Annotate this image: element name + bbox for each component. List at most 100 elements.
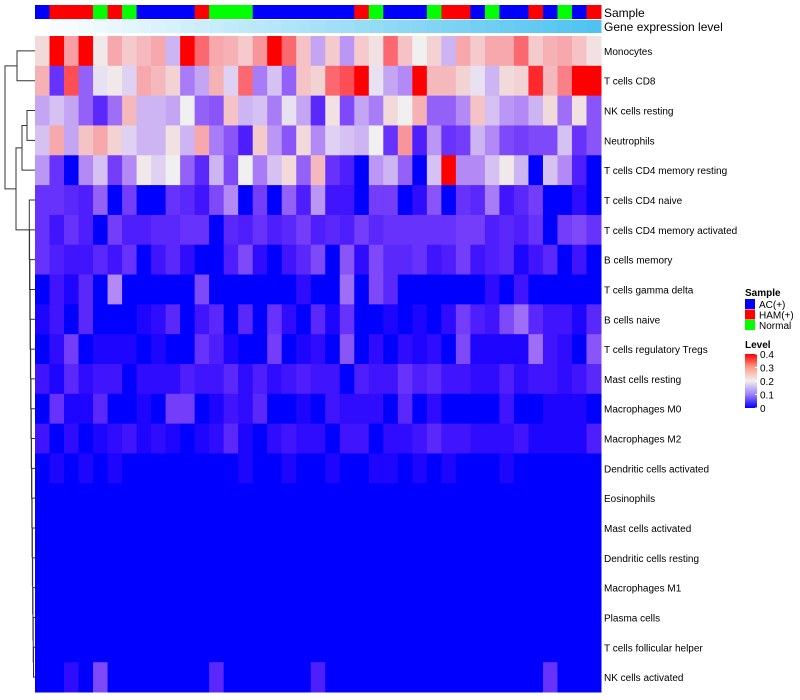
heatmap-cell	[325, 602, 341, 633]
heatmap-cell	[35, 572, 51, 604]
heatmap-cell	[528, 662, 544, 693]
heatmap-cell	[296, 304, 312, 335]
gene-expression-cell	[165, 20, 181, 33]
heatmap-cell	[296, 244, 312, 276]
heatmap-cell	[194, 483, 210, 514]
heatmap-cell	[499, 36, 515, 67]
heatmap-cell	[586, 453, 602, 484]
row-label: T cells gamma delta	[604, 285, 694, 296]
heatmap-cell	[296, 483, 312, 514]
heatmap-cell	[354, 423, 370, 454]
sample-annotation-cell	[136, 5, 152, 19]
heatmap-cell	[383, 244, 399, 276]
heatmap-cell	[35, 95, 51, 126]
heatmap-cell	[252, 542, 268, 574]
heatmap-cell	[151, 662, 167, 693]
heatmap-cell	[165, 214, 181, 246]
row-label: Neutrophils	[604, 136, 655, 147]
heatmap-cell	[238, 662, 254, 693]
legend-label: Normal	[759, 321, 791, 332]
heatmap-cell	[484, 125, 500, 156]
heatmap-cell	[180, 334, 196, 365]
heatmap-cell	[209, 214, 225, 246]
row-label: Plasma cells	[604, 613, 660, 624]
heatmap-cell	[426, 632, 442, 663]
gene-expression-cell	[499, 20, 515, 33]
heatmap-cell	[397, 36, 413, 67]
gene-expression-track	[35, 20, 602, 33]
heatmap-cell	[470, 334, 486, 365]
heatmap-cell	[64, 125, 80, 156]
heatmap-cell	[542, 36, 558, 67]
heatmap-cell	[397, 364, 413, 395]
heatmap-cell	[310, 95, 326, 126]
gene-expression-cell	[209, 20, 225, 33]
heatmap-cell	[310, 662, 326, 693]
heatmap-cell	[426, 125, 442, 156]
heatmap-cell	[238, 364, 254, 395]
heatmap-cell	[513, 572, 529, 604]
heatmap-cell	[426, 572, 442, 604]
row-label: Macrophages M0	[604, 405, 682, 416]
heatmap-cell	[223, 125, 239, 156]
heatmap-cell	[281, 65, 297, 97]
heatmap-cell	[267, 274, 283, 305]
heatmap-cell	[267, 125, 283, 156]
heatmap-cell	[528, 393, 544, 425]
heatmap-cell	[49, 244, 65, 276]
heatmap-cell	[209, 453, 225, 484]
heatmap-cell	[136, 244, 152, 276]
heatmap-cell	[470, 423, 486, 454]
gene-expression-cell	[484, 20, 500, 33]
heatmap-cell	[35, 214, 51, 246]
heatmap-cell	[426, 214, 442, 246]
heatmap-cell	[209, 364, 225, 395]
heatmap-cell	[513, 513, 529, 544]
heatmap-cell	[165, 65, 181, 97]
heatmap-cell	[93, 423, 109, 454]
heatmap-cell	[49, 36, 65, 67]
heatmap-cell	[470, 65, 486, 97]
heatmap-cell	[470, 274, 486, 305]
heatmap-cell	[107, 244, 123, 276]
heatmap-cell	[325, 513, 341, 544]
heatmap-cell	[35, 393, 51, 425]
heatmap-cell	[339, 95, 355, 126]
heatmap-cell	[426, 95, 442, 126]
heatmap-cell	[557, 364, 573, 395]
heatmap-cell	[64, 214, 80, 246]
heatmap-cell	[586, 125, 602, 156]
heatmap-cell	[107, 602, 123, 633]
heatmap-cell	[252, 632, 268, 663]
gene-expression-cell	[339, 20, 355, 33]
heatmap-cell	[165, 36, 181, 67]
heatmap-cell	[107, 393, 123, 425]
heatmap-cell	[107, 662, 123, 693]
heatmap-cell	[281, 542, 297, 574]
heatmap-cell	[252, 334, 268, 365]
heatmap-cell	[78, 65, 94, 97]
heatmap-cell	[238, 393, 254, 425]
heatmap-cell	[571, 95, 587, 126]
heatmap-cell	[64, 393, 80, 425]
gene-expression-cell	[122, 20, 138, 33]
gene-expression-cell	[107, 20, 123, 33]
heatmap-cell	[484, 334, 500, 365]
heatmap-cell	[441, 393, 457, 425]
heatmap-cell	[441, 65, 457, 97]
heatmap-cell	[93, 36, 109, 67]
heatmap-cell	[93, 334, 109, 365]
heatmap-cell	[78, 453, 94, 484]
sample-annotation-cell	[354, 5, 370, 19]
heatmap-cell	[441, 214, 457, 246]
heatmap-cell	[354, 244, 370, 276]
sample-annotation-cell	[35, 5, 51, 19]
heatmap-cell	[310, 632, 326, 663]
heatmap-cell	[586, 244, 602, 276]
heatmap-cell	[49, 95, 65, 126]
heatmap-cell	[209, 513, 225, 544]
gene-expression-cell	[383, 20, 399, 33]
heatmap-cell	[252, 36, 268, 67]
heatmap-cell	[252, 125, 268, 156]
heatmap-cell	[194, 662, 210, 693]
